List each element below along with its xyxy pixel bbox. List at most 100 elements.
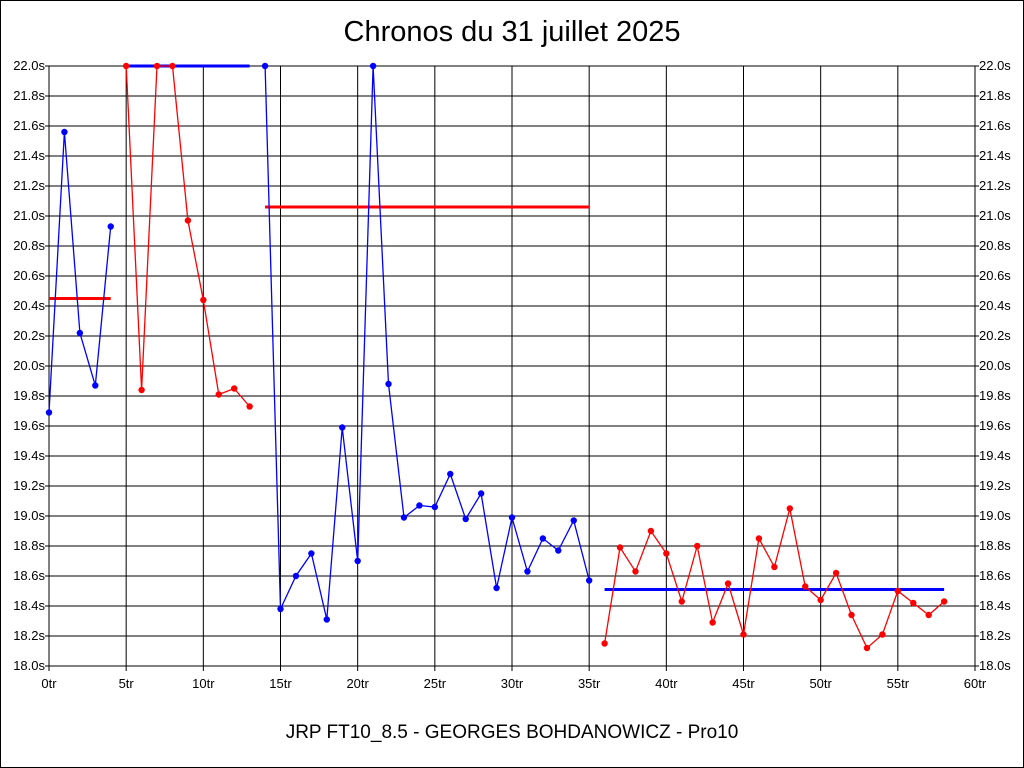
x-tick-label: 30tr [501,676,524,691]
x-tick-label: 40tr [655,676,678,691]
data-point [832,569,840,577]
data-point [632,568,639,575]
y-tick-label: 20.8s [13,238,45,253]
y-tick-label: 18.2s [13,628,45,643]
data-point [323,616,330,623]
y-tick-label: 19.4s [979,448,1011,463]
x-tick-label: 50tr [809,676,832,691]
data-point [755,535,763,542]
y-tick-label: 20.2s [13,328,45,343]
data-point [925,611,932,619]
y-tick-label: 20.4s [979,298,1011,313]
x-tick-label: 5tr [119,676,135,691]
y-tick-label: 19.4s [13,448,45,463]
data-point [153,62,161,70]
average-lines [49,64,945,591]
y-tick-label: 18.4s [13,598,45,613]
x-tick-label: 35tr [578,676,601,691]
x-tick-label: 0tr [41,676,57,691]
data-point [555,547,562,554]
y-tick-label: 19.8s [979,388,1011,403]
data-point [416,502,423,509]
grid-lines [48,65,976,667]
data-point [76,329,84,337]
data-point [863,644,871,652]
data-point [771,563,778,571]
data-point [786,505,793,512]
y-tick-label: 20.2s [979,328,1011,343]
data-point [447,470,454,478]
data-point [385,380,392,388]
x-tick-label: 25tr [424,676,447,691]
data-point [92,382,99,389]
series-line [125,65,251,407]
y-tick-label: 21.0s [13,208,45,223]
y-tick-label: 21.8s [979,88,1011,103]
chart-footer: JRP FT10_8.5 - GEORGES BOHDANOWICZ - Pro… [285,722,739,743]
series-points [45,62,948,652]
series-lines [48,65,945,650]
y-axis-right: 18.0s 18.2s 18.4s 18.6s 18.8s 19.0s 19.2s 19.4s… [975,58,1011,673]
y-tick-label: 18.2s [979,628,1011,643]
y-tick-label: 21.2s [979,178,1011,193]
data-point [616,544,624,551]
data-point [601,640,608,647]
data-point [45,409,53,416]
data-point [462,515,469,523]
y-tick-label: 19.2s [979,478,1011,493]
data-point [369,62,377,70]
y-tick-label: 19.0s [13,508,45,523]
data-point [802,583,809,590]
data-point [246,403,253,410]
series-line [48,131,112,413]
y-tick-label: 21.6s [979,118,1011,133]
y-tick-label: 18.0s [979,658,1011,673]
chart-title: Chronos du 31 juillet 2025 [343,16,681,48]
x-axis: 0tr 5tr 10tr 15tr 20tr 25tr 30tr 35tr 40tr 45tr 50… [41,666,987,691]
data-point [107,223,114,230]
data-point [261,62,269,70]
y-tick-label: 18.8s [979,538,1011,553]
data-point [663,550,670,557]
data-point [524,568,531,575]
data-point [215,391,222,398]
data-point [138,386,145,394]
data-point [493,584,500,592]
y-tick-label: 20.4s [13,298,45,313]
data-point [431,503,439,511]
data-point [894,587,902,595]
data-point [277,605,284,613]
y-tick-label: 20.0s [13,358,45,373]
x-tick-label: 55tr [887,676,910,691]
data-point [647,527,655,535]
data-point [339,424,346,431]
y-tick-label: 18.0s [13,658,45,673]
y-tick-label: 22.0s [979,58,1011,73]
series-line [264,65,590,620]
x-tick-label: 10tr [192,676,215,691]
data-point [169,62,176,70]
data-point [354,557,361,565]
y-tick-label: 21.4s [13,148,45,163]
data-point [308,550,315,557]
y-tick-label: 19.2s [13,478,45,493]
data-point [122,62,130,70]
data-point [678,598,685,605]
data-point [570,517,577,524]
y-tick-label: 21.6s [13,118,45,133]
data-point [740,631,747,638]
data-point [184,217,192,224]
data-point [477,490,485,497]
y-tick-label: 19.0s [979,508,1011,523]
data-point [694,542,701,550]
data-point [61,128,68,136]
y-tick-label: 19.6s [979,418,1011,433]
data-point [539,535,547,542]
data-point [231,385,238,392]
data-point [940,598,948,605]
y-tick-label: 21.8s [13,88,45,103]
y-tick-label: 18.4s [979,598,1011,613]
x-tick-label: 45tr [732,676,755,691]
y-tick-label: 20.6s [979,268,1011,283]
